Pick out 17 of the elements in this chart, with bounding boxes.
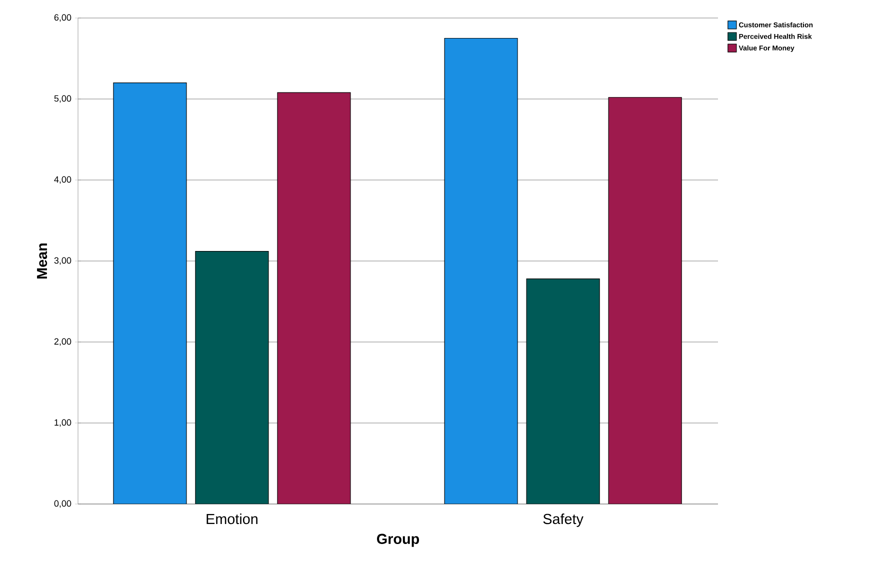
y-tick-label: 0,00 (54, 500, 72, 508)
y-tick-label: 2,00 (54, 338, 72, 346)
bar (526, 278, 600, 504)
bar (277, 92, 351, 504)
y-tick-label: 6,00 (54, 14, 72, 22)
x-tick-label: Emotion (206, 514, 258, 524)
y-tick-label: 4,00 (54, 176, 72, 184)
y-axis-title: Mean (37, 243, 48, 278)
bar (195, 250, 269, 504)
y-tick-label: 5,00 (54, 95, 72, 103)
x-tick-label: Safety (543, 514, 584, 527)
y-tick-label: 1,00 (54, 419, 72, 427)
x-axis-title: Group (377, 534, 420, 547)
bar (444, 38, 518, 504)
y-tick-label: 3,00 (54, 257, 72, 265)
bar (113, 82, 187, 504)
bar (608, 97, 682, 504)
